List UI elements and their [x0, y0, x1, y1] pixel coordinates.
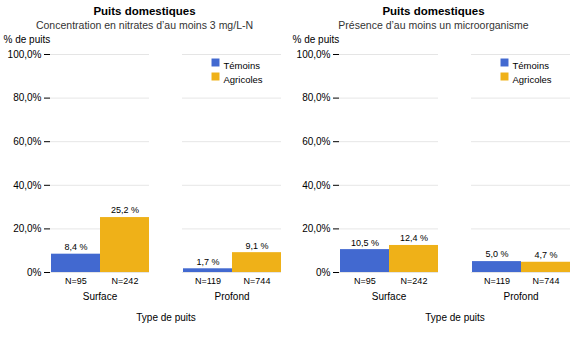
svg-text:Profond: Profond — [503, 291, 538, 302]
svg-text:80,0%: 80,0% — [13, 92, 41, 103]
svg-text:0%: 0% — [316, 267, 331, 278]
svg-text:N=95: N=95 — [354, 276, 376, 286]
svg-text:8,4 %: 8,4 % — [64, 242, 87, 252]
svg-text:Surface: Surface — [372, 291, 407, 302]
svg-text:25,2 %: 25,2 % — [111, 205, 139, 215]
svg-text:40,0%: 40,0% — [302, 180, 330, 191]
svg-text:N=744: N=744 — [533, 276, 560, 286]
svg-text:N=744: N=744 — [244, 276, 271, 286]
svg-text:N=242: N=242 — [112, 276, 139, 286]
html-text:Puits domestiques: Puits domestiques — [382, 5, 485, 17]
svg-text:N=242: N=242 — [401, 276, 428, 286]
svg-text:% de puits: % de puits — [4, 34, 51, 45]
svg-text:Agricoles: Agricoles — [513, 74, 552, 85]
html-text:Présence d’au moins un microor: Présence d’au moins un microorganisme — [338, 19, 529, 31]
svg-text:N=95: N=95 — [65, 276, 87, 286]
svg-text:0%: 0% — [27, 267, 42, 278]
svg-text:N=119: N=119 — [195, 276, 221, 286]
svg-text:% de puits: % de puits — [293, 34, 340, 45]
svg-text:40,0%: 40,0% — [13, 180, 41, 191]
svg-text:80,0%: 80,0% — [302, 92, 330, 103]
svg-text:4,7 %: 4,7 % — [534, 250, 557, 260]
svg-text:Témoins: Témoins — [513, 60, 550, 71]
svg-text:Profond: Profond — [214, 291, 249, 302]
svg-text:12,4 %: 12,4 % — [400, 233, 428, 243]
svg-text:60,0%: 60,0% — [302, 136, 330, 147]
svg-text:60,0%: 60,0% — [13, 136, 41, 147]
svg-text:Type de puits: Type de puits — [425, 312, 484, 323]
html-text:Concentration en nitrates d’au: Concentration en nitrates d’au moins 3 m… — [35, 19, 254, 31]
svg-text:1,7 %: 1,7 % — [196, 257, 219, 267]
svg-text:100,0%: 100,0% — [8, 49, 42, 60]
svg-text:Témoins: Témoins — [224, 60, 261, 71]
svg-text:N=119: N=119 — [484, 276, 510, 286]
svg-text:5,0 %: 5,0 % — [485, 249, 508, 259]
svg-text:20,0%: 20,0% — [302, 223, 330, 234]
svg-text:Surface: Surface — [83, 291, 118, 302]
svg-text:100,0%: 100,0% — [297, 49, 331, 60]
html-text:Puits domestiques: Puits domestiques — [93, 5, 196, 17]
svg-text:9,1 %: 9,1 % — [245, 241, 268, 251]
svg-text:10,5 %: 10,5 % — [351, 237, 379, 247]
svg-text:Agricoles: Agricoles — [224, 74, 263, 85]
svg-text:Type de puits: Type de puits — [136, 312, 195, 323]
svg-text:20,0%: 20,0% — [13, 223, 41, 234]
